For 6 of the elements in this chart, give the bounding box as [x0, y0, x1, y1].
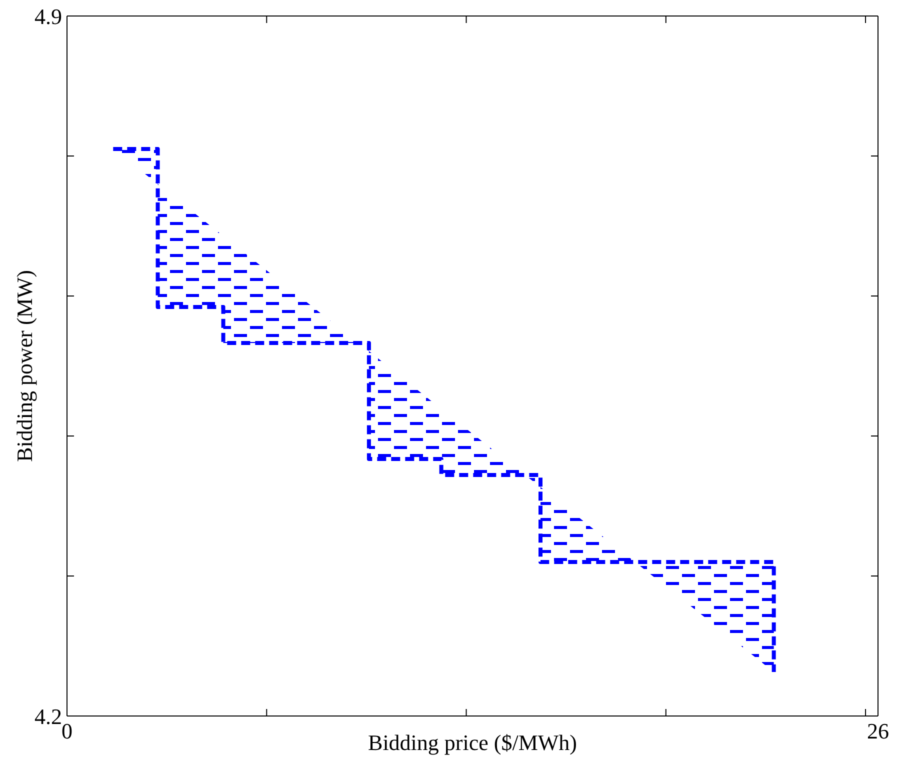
x-tick-label: 0: [62, 718, 72, 744]
y-axis-title: Bidding power (MW): [12, 270, 37, 462]
y-tick-label: 4.2: [34, 704, 62, 729]
y-tick-label: 4.9: [34, 4, 62, 29]
x-tick-label: 26: [867, 718, 889, 744]
x-axis-title: Bidding price ($/MWh): [368, 730, 577, 755]
